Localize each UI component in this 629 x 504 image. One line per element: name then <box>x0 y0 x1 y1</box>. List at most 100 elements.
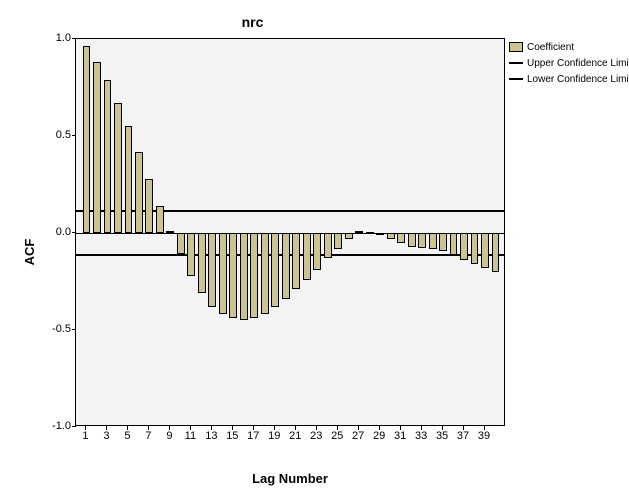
acf-bar <box>208 233 216 307</box>
x-tick-mark <box>190 426 191 430</box>
y-tick-mark <box>72 232 76 233</box>
x-tick-mark <box>463 426 464 430</box>
acf-bar <box>450 233 458 255</box>
x-tick-mark <box>358 426 359 430</box>
x-tick-label: 27 <box>352 430 364 442</box>
x-tick-label: 39 <box>478 430 490 442</box>
acf-bar <box>366 232 374 234</box>
legend-label: Coefficient <box>527 42 574 53</box>
x-tick-label: 21 <box>289 430 301 442</box>
acf-bar <box>145 179 153 233</box>
x-tick-mark <box>421 426 422 430</box>
x-axis-label: Lag Number <box>75 471 505 486</box>
x-tick-label: 15 <box>226 430 238 442</box>
acf-bar <box>397 233 405 243</box>
legend: Coefficient Upper Confidence Limit Lower C… <box>509 40 629 88</box>
x-tick-mark <box>169 426 170 430</box>
x-tick-mark <box>400 426 401 430</box>
acf-bar <box>292 233 300 289</box>
y-tick-label: 1.0 <box>11 32 71 44</box>
x-tick-label: 9 <box>166 430 172 442</box>
acf-bar <box>104 80 112 233</box>
x-tick-mark <box>253 426 254 430</box>
acf-bar <box>429 233 437 249</box>
x-tick-mark <box>85 426 86 430</box>
acf-bar <box>439 233 447 251</box>
x-tick-mark <box>211 426 212 430</box>
acf-bar <box>334 233 342 249</box>
acf-bar <box>355 231 363 233</box>
acf-bar <box>471 233 479 264</box>
acf-bar <box>282 233 290 299</box>
legend-swatch-box <box>509 42 523 52</box>
x-tick-mark <box>316 426 317 430</box>
x-tick-label: 7 <box>145 430 151 442</box>
x-tick-label: 13 <box>205 430 217 442</box>
acf-bar <box>460 233 468 260</box>
x-tick-label: 17 <box>247 430 259 442</box>
y-tick-label: -1.0 <box>11 420 71 432</box>
acf-bar <box>313 233 321 270</box>
chart-container: nrc ACF Coefficient Upper Confidence Limi… <box>0 0 629 504</box>
legend-swatch-line <box>509 62 523 64</box>
y-tick-label: 0.0 <box>11 226 71 238</box>
acf-bar <box>198 233 206 293</box>
acf-bar <box>83 46 91 233</box>
plot-area <box>75 38 505 426</box>
acf-bar <box>250 233 258 318</box>
acf-bar <box>114 103 122 233</box>
x-tick-label: 11 <box>185 430 196 442</box>
y-tick-label: 0.5 <box>11 129 71 141</box>
x-tick-label: 3 <box>103 430 109 442</box>
x-tick-mark <box>274 426 275 430</box>
x-tick-label: 1 <box>82 430 88 442</box>
acf-bar <box>93 62 101 233</box>
acf-bar <box>481 233 489 268</box>
legend-item: Upper Confidence Limit <box>509 56 629 70</box>
x-tick-label: 31 <box>394 430 406 442</box>
acf-bar <box>187 233 195 276</box>
x-tick-mark <box>106 426 107 430</box>
acf-bar <box>387 233 395 239</box>
x-tick-label: 5 <box>124 430 130 442</box>
acf-bar <box>418 233 426 248</box>
x-tick-label: 19 <box>268 430 280 442</box>
legend-item: Coefficient <box>509 40 629 54</box>
acf-bar <box>303 233 311 280</box>
x-tick-mark <box>337 426 338 430</box>
legend-item: Lower Confidence Limit <box>509 72 629 86</box>
acf-bar <box>125 126 133 233</box>
x-tick-mark <box>484 426 485 430</box>
x-tick-mark <box>295 426 296 430</box>
acf-bar <box>240 233 248 320</box>
acf-bar <box>261 233 269 314</box>
x-tick-mark <box>442 426 443 430</box>
chart-title: nrc <box>0 14 505 30</box>
y-tick-mark <box>72 135 76 136</box>
x-tick-mark <box>232 426 233 430</box>
x-tick-label: 37 <box>457 430 469 442</box>
y-tick-mark <box>72 426 76 427</box>
acf-bar <box>219 233 227 314</box>
y-tick-mark <box>72 329 76 330</box>
y-tick-label: -0.5 <box>11 323 71 335</box>
y-axis-label: ACF <box>22 239 37 266</box>
acf-bar <box>135 152 143 233</box>
acf-bar <box>345 233 353 239</box>
acf-bar <box>229 233 237 318</box>
x-tick-label: 23 <box>310 430 322 442</box>
acf-bar <box>166 231 174 233</box>
acf-bar <box>492 233 500 272</box>
x-tick-mark <box>127 426 128 430</box>
acf-bar <box>156 206 164 233</box>
acf-bar <box>376 233 384 235</box>
acf-bar <box>177 233 185 254</box>
acf-bar <box>324 233 332 258</box>
x-tick-label: 29 <box>373 430 385 442</box>
acf-bar <box>408 233 416 247</box>
x-tick-label: 33 <box>415 430 427 442</box>
y-tick-mark <box>72 38 76 39</box>
x-tick-label: 35 <box>436 430 448 442</box>
x-tick-mark <box>379 426 380 430</box>
lower-confidence-line <box>76 254 504 256</box>
